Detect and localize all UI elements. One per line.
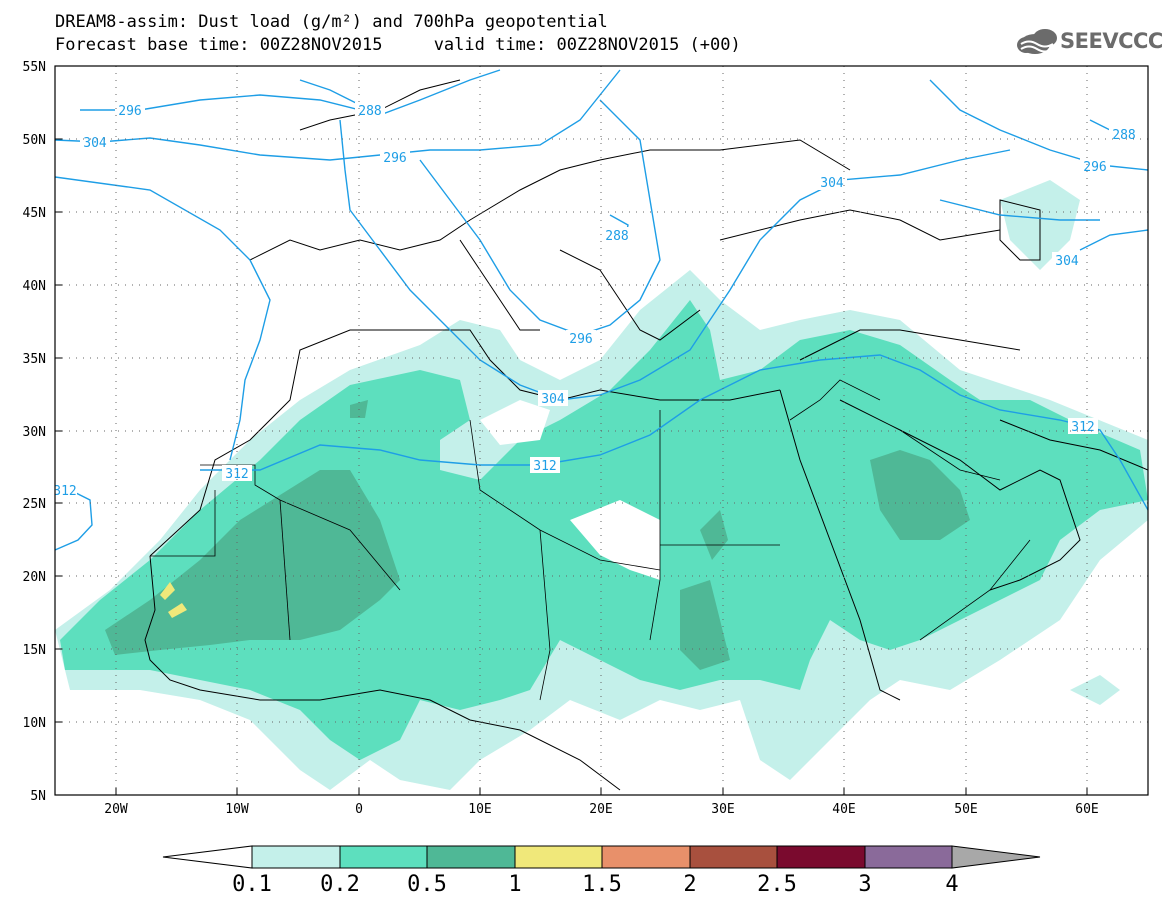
map-plot-area: 296 304 288 296 288 296 304 296 288 304 … xyxy=(53,66,1148,795)
colorbar-label: 0.1 xyxy=(232,872,272,897)
lon-label: 50E xyxy=(954,802,977,817)
colorbar-segment xyxy=(426,845,516,869)
lat-label: 15N xyxy=(23,643,46,658)
lat-label: 5N xyxy=(30,789,46,804)
lon-label: 20W xyxy=(104,802,128,817)
latitude-labels: 55N 50N 45N 40N 35N 30N 25N 20N 15N 10N … xyxy=(23,60,46,804)
contour-label: 304 xyxy=(1055,254,1079,269)
colorbar-segment xyxy=(864,845,953,869)
colorbar-segment xyxy=(514,845,603,869)
longitude-labels: 20W 10W 0 10E 20E 30E 40E 50E 60E xyxy=(104,802,1098,817)
contour-label-group: 296 304 288 296 288 296 304 296 288 304 … xyxy=(53,102,1139,499)
lon-label: 30E xyxy=(711,802,734,817)
coastlines xyxy=(144,79,1148,791)
lat-label: 25N xyxy=(23,497,46,512)
lat-label: 50N xyxy=(23,133,46,148)
contour-label: 304 xyxy=(541,392,565,407)
colorbar-label: 0.2 xyxy=(320,872,360,897)
colorbar-over-triangle xyxy=(951,845,1041,869)
logo-text: SEEVCCC xyxy=(1060,29,1163,53)
contour-label: 288 xyxy=(358,104,381,119)
contour-label: 312 xyxy=(225,467,248,482)
lat-label: 55N xyxy=(23,60,46,75)
seevccc-logo xyxy=(1017,29,1057,54)
contour-label: 312 xyxy=(53,484,76,499)
lat-label: 40N xyxy=(23,279,46,294)
lon-label: 10W xyxy=(225,802,249,817)
map-title-line2: Forecast base time: 00Z28NOV2015 valid t… xyxy=(55,35,741,55)
axis-ticks xyxy=(55,65,1088,796)
colorbar-segment xyxy=(601,845,691,869)
lon-label: 60E xyxy=(1075,802,1098,817)
lat-label: 35N xyxy=(23,352,46,367)
lon-label: 20E xyxy=(589,802,612,817)
lat-label: 10N xyxy=(23,716,46,731)
lon-label: 10E xyxy=(468,802,491,817)
colorbar-label: 0.5 xyxy=(407,872,447,897)
contour-label: 312 xyxy=(533,459,556,474)
contour-label: 296 xyxy=(118,104,141,119)
lat-label: 45N xyxy=(23,206,46,221)
contour-label: 304 xyxy=(83,136,107,151)
colorbar-segment xyxy=(776,845,866,869)
contour-label: 312 xyxy=(1071,420,1094,435)
colorbar-segment xyxy=(339,845,428,869)
colorbar xyxy=(162,845,1041,869)
contour-label: 288 xyxy=(1112,128,1135,143)
colorbar-label: 1 xyxy=(508,872,522,897)
contour-label: 288 xyxy=(605,229,628,244)
map-title-line1: DREAM8-assim: Dust load (g/m²) and 700hP… xyxy=(55,12,608,32)
lat-label: 30N xyxy=(23,425,46,440)
contour-label: 296 xyxy=(383,151,406,166)
colorbar-label: 2 xyxy=(683,872,697,897)
colorbar-label: 2.5 xyxy=(757,872,797,897)
colorbar-label: 1.5 xyxy=(582,872,622,897)
contour-label: 296 xyxy=(569,332,592,347)
colorbar-segment xyxy=(251,845,341,869)
lon-label: 40E xyxy=(832,802,855,817)
colorbar-segment xyxy=(689,845,778,869)
colorbar-label: 3 xyxy=(858,872,872,897)
gridlines xyxy=(55,66,1148,795)
contour-label: 304 xyxy=(820,176,844,191)
dust-gaps xyxy=(480,400,660,580)
colorbar-under-triangle xyxy=(162,845,253,869)
colorbar-label: 4 xyxy=(945,872,959,897)
dust-shading-1 xyxy=(160,582,187,618)
lat-label: 20N xyxy=(23,570,46,585)
lon-label: 0 xyxy=(355,802,363,817)
contour-label: 296 xyxy=(1083,160,1106,175)
